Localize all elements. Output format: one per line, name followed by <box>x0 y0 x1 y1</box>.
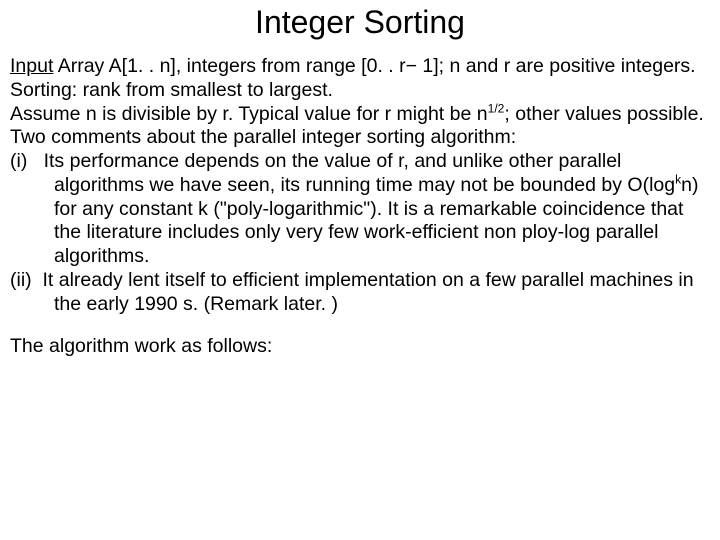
item-i-marker: (i) <box>10 150 27 172</box>
assume-line: Assume n is divisible by r. Typical valu… <box>10 103 710 127</box>
two-comments-line: Two comments about the parallel integer … <box>10 126 710 150</box>
sorting-line: Sorting: rank from smallest to largest. <box>10 79 710 103</box>
item-ii-text: It already lent itself to efficient impl… <box>43 269 694 315</box>
assume-pre: Assume n is divisible by r. Typical valu… <box>10 103 488 125</box>
slide-body: Input Array A[1. . n], integers from ran… <box>10 55 710 358</box>
item-ii: (ii) It already lent itself to efficient… <box>10 269 710 317</box>
input-tail: Array A[1. . n], integers from range [0.… <box>53 55 695 77</box>
slide-container: Integer Sorting Input Array A[1. . n], i… <box>0 4 720 540</box>
item-i: (i) Its performance depends on the value… <box>10 150 710 269</box>
assume-post: ; other values possible. <box>504 103 703 125</box>
input-label: Input <box>10 55 53 77</box>
closing-line: The algorithm work as follows: <box>10 335 710 359</box>
spacer <box>10 317 710 335</box>
assume-exp: 1/2 <box>488 101 505 115</box>
slide-title: Integer Sorting <box>10 4 710 41</box>
item-i-pre: Its performance depends on the value of … <box>44 150 676 196</box>
item-ii-marker: (ii) <box>10 269 32 291</box>
input-line: Input Array A[1. . n], integers from ran… <box>10 55 710 79</box>
